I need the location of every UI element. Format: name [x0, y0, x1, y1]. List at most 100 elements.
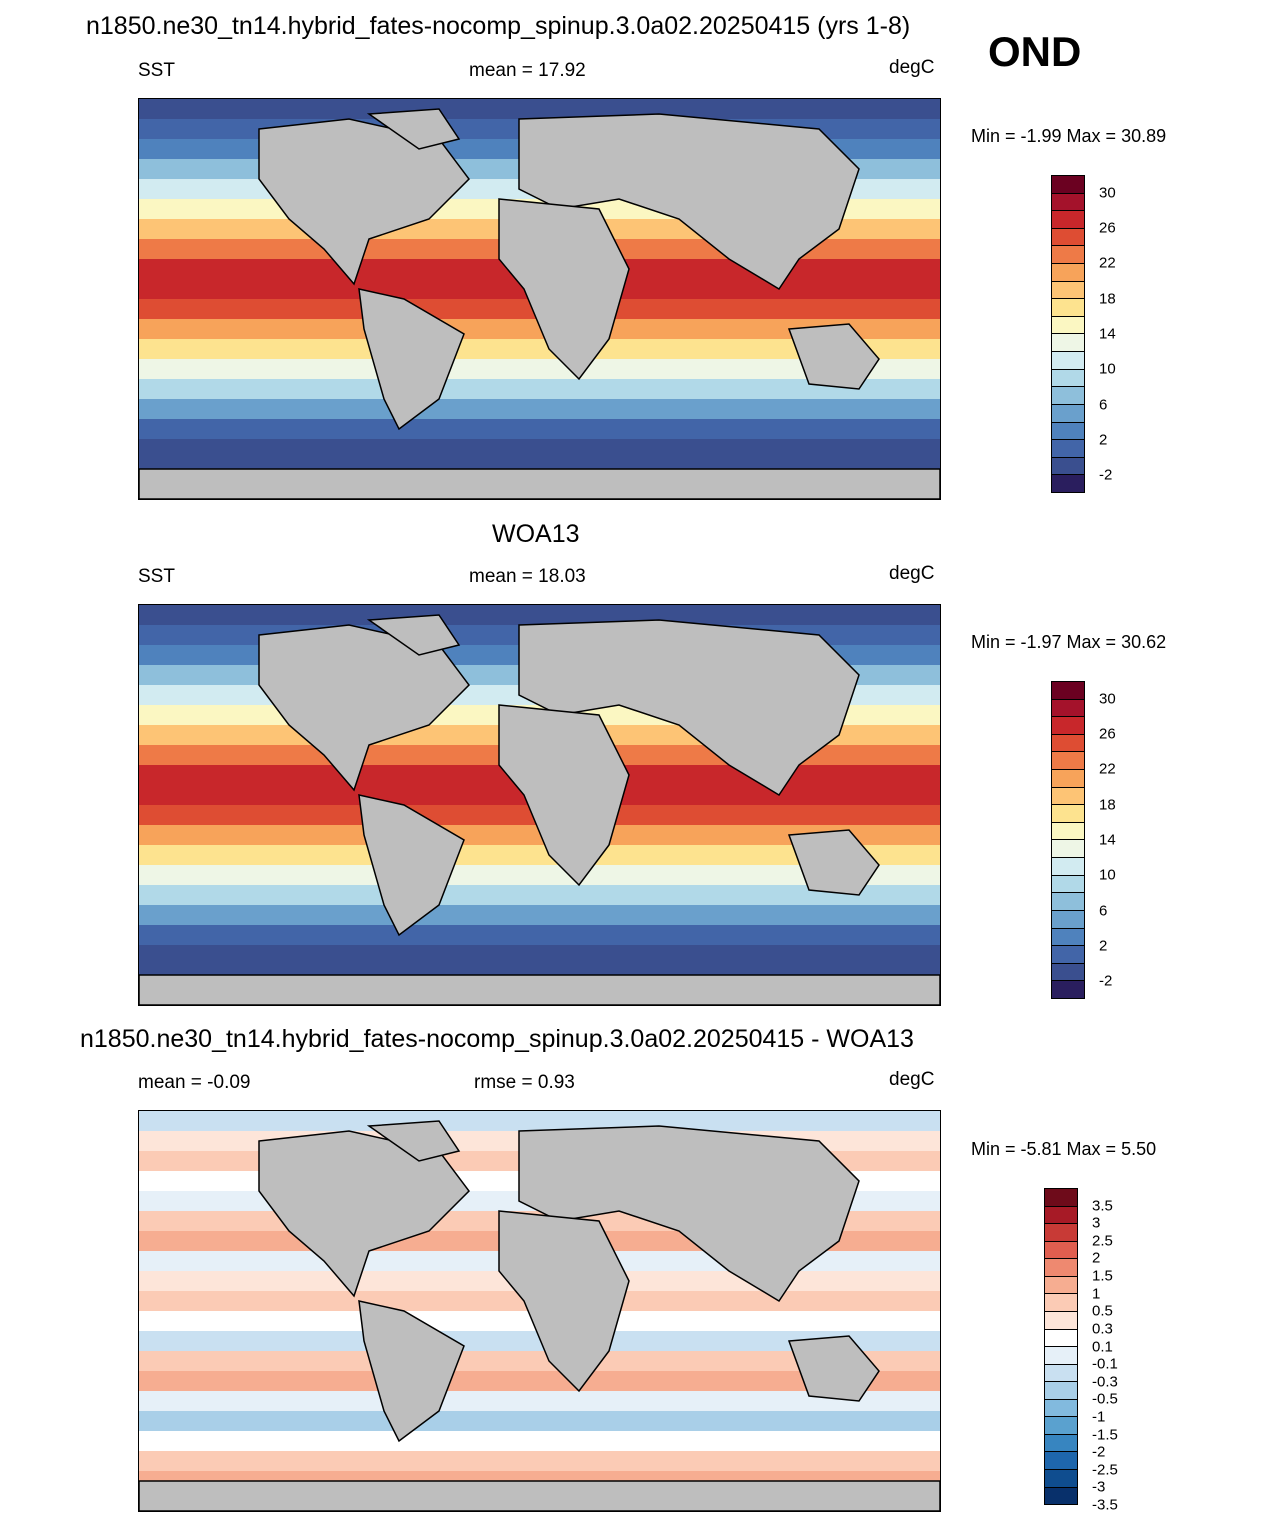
colorbar-swatch — [1045, 1347, 1077, 1365]
colorbar-tick-label: 1 — [1092, 1285, 1101, 1303]
colorbar-swatch — [1045, 1206, 1077, 1225]
colorbar-swatch — [1052, 875, 1084, 894]
colorbar-swatch — [1045, 1487, 1077, 1505]
colorbar-swatch — [1045, 1382, 1077, 1400]
colorbar-swatch — [1052, 682, 1084, 700]
colorbar-swatch — [1045, 1329, 1077, 1348]
colorbar-tick-label: -3.5 — [1092, 1496, 1118, 1514]
colorbar-swatch — [1045, 1241, 1077, 1260]
panel-obs-map — [138, 604, 941, 1006]
panel-diff-rmse: rmse = 0.93 — [474, 1072, 575, 1093]
season-label: OND — [988, 28, 1082, 75]
colorbar-swatch — [1045, 1417, 1077, 1435]
colorbar-swatch — [1052, 211, 1084, 229]
ocean-band — [139, 379, 940, 400]
colorbar-tick-label: 26 — [1099, 725, 1116, 743]
colorbar-tick-label: 22 — [1099, 254, 1116, 272]
colorbar-swatch — [1045, 1259, 1077, 1277]
colorbar-tick-label: 0.3 — [1092, 1320, 1113, 1338]
colorbar-swatch — [1052, 475, 1084, 492]
colorbar-tick-label: -1.5 — [1092, 1426, 1118, 1444]
colorbar-tick-label: 3.5 — [1092, 1197, 1113, 1215]
colorbar-swatch — [1045, 1294, 1077, 1312]
colorbar-tick-label: -3 — [1092, 1478, 1106, 1496]
colorbar-swatch — [1052, 176, 1084, 194]
colorbar-tick-label: 0.5 — [1092, 1302, 1113, 1320]
ocean-band — [139, 1451, 940, 1472]
panel-diff-minmax: Min = -5.81 Max = 5.50 — [971, 1139, 1157, 1159]
ocean-band — [139, 885, 940, 906]
land-mass — [358, 1300, 465, 1443]
ocean-band — [139, 825, 940, 846]
colorbar-tick-label: 22 — [1099, 760, 1116, 778]
colorbar-swatch — [1052, 316, 1084, 335]
panel-model-colorbar — [1051, 175, 1085, 493]
colorbar-swatch — [1052, 893, 1084, 911]
colorbar-swatch — [1052, 787, 1084, 806]
colorbar-tick-label: 18 — [1099, 290, 1116, 308]
colorbar-tick-label: 0.1 — [1092, 1338, 1113, 1355]
colorbar-swatch — [1045, 1224, 1077, 1242]
colorbar-swatch — [1052, 822, 1084, 841]
land-mass — [139, 468, 940, 499]
colorbar-tick-label: 30 — [1099, 184, 1116, 202]
colorbar-swatch — [1045, 1452, 1077, 1470]
colorbar-tick-label: 3 — [1092, 1214, 1101, 1232]
colorbar-tick-label: -0.3 — [1092, 1373, 1118, 1391]
colorbar-swatch — [1052, 264, 1084, 282]
panel-diff-units: degC — [889, 1069, 935, 1090]
colorbar-swatch — [1052, 981, 1084, 998]
colorbar-tick-label: 2 — [1092, 1249, 1101, 1267]
colorbar-tick-label: -0.5 — [1092, 1390, 1118, 1408]
panel-obs-variable: SST — [138, 566, 175, 587]
ocean-band — [139, 1391, 940, 1412]
land-mass — [787, 1335, 880, 1402]
colorbar-swatch — [1052, 805, 1084, 823]
land-mass — [366, 108, 461, 150]
ocean-band — [139, 339, 940, 360]
colorbar-swatch — [1052, 752, 1084, 771]
land-mass — [498, 198, 630, 381]
colorbar-swatch — [1052, 422, 1084, 441]
panel-diff-map — [138, 1110, 941, 1512]
ocean-band — [139, 865, 940, 886]
land-mass — [498, 704, 630, 887]
colorbar-swatch — [1045, 1470, 1077, 1488]
colorbar-swatch — [1052, 299, 1084, 317]
colorbar-swatch — [1052, 910, 1084, 929]
ocean-band — [139, 1331, 940, 1352]
colorbar-swatch — [1045, 1364, 1077, 1383]
colorbar-swatch — [1052, 717, 1084, 735]
panel-diff-mean: mean = -0.09 — [138, 1072, 251, 1093]
colorbar-tick-label: -2 — [1092, 1443, 1106, 1461]
panel-obs-minmax: Min = -1.97 Max = 30.62 — [971, 632, 1167, 652]
colorbar-tick-label: -2 — [1099, 466, 1113, 484]
colorbar-tick-label: 18 — [1099, 796, 1116, 814]
colorbar-tick-label: 14 — [1099, 325, 1116, 343]
panel-model-mean: mean = 17.92 — [469, 60, 586, 81]
colorbar-swatch — [1045, 1311, 1077, 1330]
ocean-band — [139, 359, 940, 380]
ocean-band — [139, 99, 940, 120]
colorbar-swatch — [1052, 457, 1084, 476]
colorbar-tick-label: 2 — [1099, 937, 1108, 955]
colorbar-tick-label: -1 — [1092, 1408, 1106, 1426]
ocean-band — [139, 925, 940, 946]
colorbar-swatch — [1045, 1189, 1077, 1207]
colorbar-tick-label: 6 — [1099, 902, 1108, 920]
colorbar-swatch — [1052, 228, 1084, 247]
panel-obs-units: degC — [889, 563, 935, 584]
colorbar-tick-label: -0.1 — [1092, 1355, 1118, 1373]
land-mass — [139, 1480, 940, 1511]
land-mass — [366, 1120, 461, 1162]
ocean-band — [139, 1431, 940, 1452]
colorbar-tick-label: 1.5 — [1092, 1267, 1113, 1285]
colorbar-tick-label: 10 — [1099, 360, 1116, 378]
colorbar-swatch — [1045, 1276, 1077, 1295]
colorbar-swatch — [1052, 440, 1084, 458]
colorbar-tick-label: 30 — [1099, 690, 1116, 708]
panel-obs-mean: mean = 18.03 — [469, 566, 586, 587]
panel-diff-heading: n1850.ne30_tn14.hybrid_fates-nocomp_spin… — [80, 1025, 914, 1053]
land-mass — [358, 794, 465, 937]
colorbar-swatch — [1052, 770, 1084, 788]
